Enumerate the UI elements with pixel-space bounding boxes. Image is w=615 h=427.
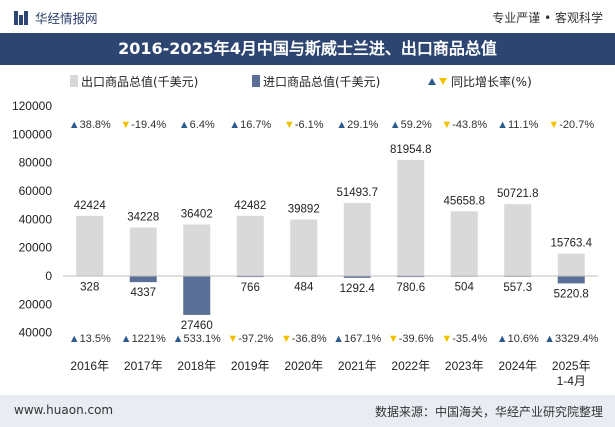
y-tick-label: 20000 <box>19 241 53 255</box>
export-growth-label: ▼-6.1% <box>284 119 324 131</box>
import-value-label: 1292.4 <box>340 283 376 295</box>
x-tick-label: 2023年 <box>445 359 484 373</box>
brand[interactable]: 华经情报网 <box>14 8 98 27</box>
import-growth-label: ▼-36.8% <box>281 333 327 345</box>
import-value-label: 27460 <box>181 320 213 332</box>
export-value-label: 39892 <box>288 203 320 215</box>
export-growth-label: ▼-19.4% <box>120 119 166 131</box>
export-growth-label: ▼-20.7% <box>548 119 594 131</box>
import-bar <box>236 276 264 278</box>
x-tick-label: 2025年 1-4月 <box>552 359 591 388</box>
export-bar <box>397 159 425 276</box>
x-tick-label: 2024年 <box>498 359 537 373</box>
export-bar <box>129 227 157 276</box>
export-value-label: 51493.7 <box>336 187 378 199</box>
export-growth-label: ▲38.8% <box>69 119 111 131</box>
export-growth-label: ▼-43.8% <box>441 119 487 131</box>
y-axis: 120000 100000 80000 60000 40000 20000 0 20000 40… <box>12 99 52 340</box>
export-bar <box>343 203 371 276</box>
import-growth-label: ▲3329.4% <box>544 333 599 345</box>
y-tick-label: 40000 <box>19 212 53 226</box>
data-source: 数据来源：中国海关，华经产业研究院整理 <box>374 405 603 419</box>
x-tick-label: 2020年 <box>284 359 323 373</box>
export-bar <box>504 204 532 276</box>
y-tick-label: 60000 <box>19 184 53 198</box>
export-growth-label: ▲11.1% <box>497 119 538 131</box>
import-growth-label: ▲167.1% <box>333 333 381 345</box>
x-axis: 2016年 2017年 2018年 2019年 2020年 2021年 2022年 2023年… <box>70 359 590 388</box>
footer: www.huaon.com 数据来源：中国海关，华经产业研究院整理 <box>0 395 615 427</box>
import-value-label: 4337 <box>130 287 156 299</box>
y-tick-label: 0 <box>45 269 52 283</box>
export-value-label: 34228 <box>127 212 159 224</box>
import-value-label: 766 <box>241 282 260 294</box>
top-bar: 华经情报网 专业严谨 • 客观科学 <box>0 0 615 33</box>
import-bar <box>129 276 157 283</box>
import-value-label: 484 <box>294 282 314 294</box>
export-growth-label: ▲16.7% <box>229 119 271 131</box>
y-tick-label: 80000 <box>19 156 53 170</box>
legend-export-swatch <box>70 75 78 87</box>
export-bar <box>290 219 318 276</box>
export-bar <box>236 215 264 276</box>
chart-title: 2016-2025年4月中国与斯威士兰进、出口商品总值 <box>0 33 615 65</box>
import-growth-label: ▲13.5% <box>69 333 111 345</box>
growth-labels: ▲38.8% ▲13.5% ▼-19.4% ▲1221% ▲6.4% ▲533.1% ▲16… <box>69 119 599 345</box>
legend-import-swatch <box>252 75 260 87</box>
x-tick-label: 2022年 <box>391 359 430 373</box>
import-value-label: 557.3 <box>503 282 532 294</box>
export-growth-label: ▲6.4% <box>179 119 215 131</box>
export-growth-label: ▲29.1% <box>336 119 378 131</box>
x-tick-label: 2021年 <box>338 359 377 373</box>
chart: 出口商品总值(千美元) 进口商品总值(千美元) 同比增长率(%) 1200001… <box>12 74 599 388</box>
import-growth-label: ▼-39.6% <box>388 333 434 345</box>
export-value-label: 42482 <box>234 200 266 212</box>
import-growth-label: ▼-97.2% <box>227 333 273 345</box>
export-value-label: 36402 <box>181 208 213 220</box>
legend-growth-label: 同比增长率(%) <box>451 74 532 89</box>
export-growth-label: ▲59.2% <box>390 119 432 131</box>
import-growth-label: ▲10.6% <box>497 333 539 345</box>
y-tick-label: 100000 <box>12 127 52 141</box>
y-tick-label: 40000 <box>19 326 53 340</box>
import-value-label: 328 <box>80 281 99 293</box>
export-value-label: 50721.8 <box>497 188 539 200</box>
import-bar <box>183 276 211 315</box>
import-bar <box>557 276 585 284</box>
legend-export-label: 出口商品总值(千美元) <box>81 74 198 89</box>
import-growth-label: ▲533.1% <box>173 333 221 345</box>
y-tick-label: 20000 <box>19 297 53 311</box>
legend-up-triangle-icon <box>428 78 436 85</box>
export-bar <box>557 253 585 276</box>
import-value-label: 780.6 <box>396 282 425 294</box>
bars <box>76 159 585 315</box>
legend: 出口商品总值(千美元) 进口商品总值(千美元) 同比增长率(%) <box>70 74 532 89</box>
x-tick-label: 2016年 <box>70 359 109 373</box>
x-tick-label: 2017年 <box>124 359 163 373</box>
export-value-label: 15763.4 <box>550 238 592 250</box>
export-value-label: 81954.8 <box>390 144 432 156</box>
export-bar <box>76 215 104 276</box>
tagline: 专业严谨 • 客观科学 <box>492 11 603 25</box>
x-tick-label: 2018年 <box>177 359 216 373</box>
x-tick-label: 2019年 <box>231 359 270 373</box>
export-bar <box>183 224 211 276</box>
brand-name: 华经情报网 <box>35 11 98 26</box>
export-bar <box>450 211 478 276</box>
data-labels: 42424 328 34228 4337 36402 27460 42482 766 39892… <box>74 144 593 332</box>
import-bar <box>397 276 425 278</box>
import-bar <box>343 276 371 278</box>
logo-icon <box>14 10 28 25</box>
export-value-label: 45658.8 <box>443 195 485 207</box>
legend-down-triangle-icon <box>439 78 447 85</box>
y-tick-label: 120000 <box>12 99 52 113</box>
import-growth-label: ▲1221% <box>121 333 166 345</box>
import-growth-label: ▼-35.4% <box>441 333 487 345</box>
import-value-label: 5220.8 <box>554 288 589 300</box>
legend-import-label: 进口商品总值(千美元) <box>263 74 380 89</box>
export-value-label: 42424 <box>74 200 107 212</box>
import-value-label: 504 <box>455 282 475 294</box>
site-link[interactable]: www.huaon.com <box>14 403 114 417</box>
